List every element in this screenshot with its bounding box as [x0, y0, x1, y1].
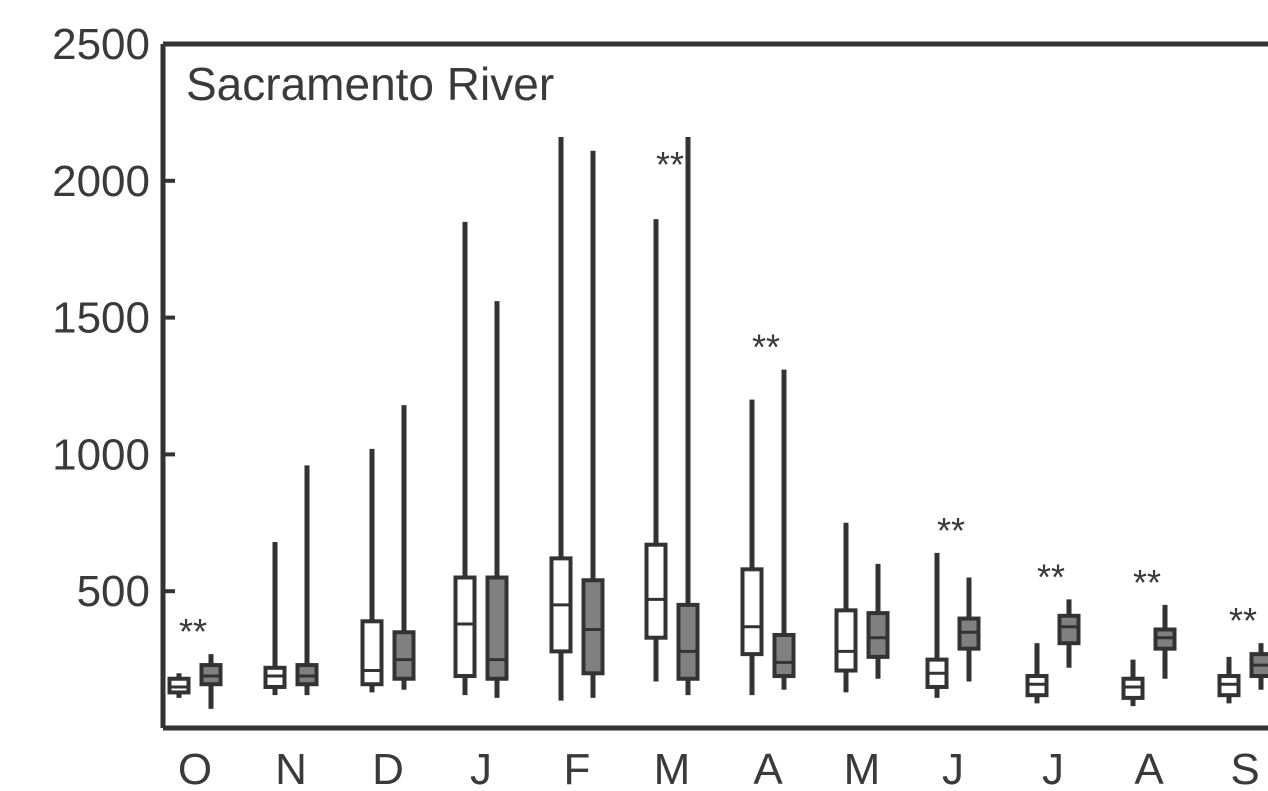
significance-marker: **: [1229, 600, 1257, 641]
box-J-2: [1057, 599, 1081, 668]
y-tick-label: 1500: [52, 294, 150, 343]
box-D-2: [392, 405, 416, 690]
box-body: [866, 611, 890, 659]
x-tick-label: D: [372, 745, 404, 791]
box-J-2: [485, 301, 509, 698]
box-F-2: [581, 150, 605, 698]
box-N-2: [295, 465, 319, 696]
significance-marker: **: [937, 510, 965, 551]
box-S-2: [1249, 643, 1268, 690]
x-tick-label: F: [564, 745, 591, 791]
x-tick-label: A: [753, 745, 783, 791]
box-A-2: [772, 369, 796, 690]
significance-marker: **: [179, 611, 207, 652]
x-tick-label: A: [1134, 745, 1164, 791]
y-tick-label: 2500: [52, 20, 150, 69]
box-D-1: [360, 448, 384, 693]
box-body: [740, 567, 764, 657]
significance-marker: **: [656, 144, 684, 185]
x-tick-label: S: [1230, 745, 1259, 791]
box-M-2: [676, 137, 700, 696]
significance-markers: ** ** ** ** ** ** **: [179, 144, 1257, 652]
x-tick-label: J: [470, 745, 492, 791]
box-J-1: [1025, 643, 1049, 704]
chart-title: Sacramento River: [186, 58, 554, 110]
y-tick-label: 2000: [52, 157, 150, 206]
box-body: [834, 608, 858, 673]
box-M-2: [866, 563, 890, 679]
x-tick-label: J: [1042, 745, 1064, 791]
box-O-1: [167, 673, 191, 698]
significance-marker: **: [1037, 556, 1065, 597]
box-body: [772, 632, 796, 679]
x-tick-label: J: [942, 745, 964, 791]
box-A-2: [1153, 604, 1177, 679]
box-body: [1057, 613, 1081, 646]
box-N-1: [263, 541, 287, 696]
box-body: [676, 602, 700, 681]
box-J-2: [957, 577, 981, 682]
x-tick-label: M: [844, 745, 881, 791]
box-O-2: [199, 654, 223, 709]
box-body: [392, 630, 416, 681]
box-body: [485, 575, 509, 681]
significance-marker: **: [1133, 562, 1161, 603]
box-body: [581, 578, 605, 676]
y-tick-label: 500: [77, 567, 150, 616]
box-J-1: [925, 552, 949, 698]
box-body: [453, 575, 477, 679]
box-J-1: [453, 221, 477, 696]
significance-marker: **: [752, 327, 780, 368]
box-M-1: [644, 219, 668, 682]
box-series: [167, 137, 1268, 709]
x-tick-label: M: [654, 745, 691, 791]
box-S-1: [1217, 656, 1241, 704]
box-F-1: [549, 137, 573, 701]
y-axis-ticks: 500 1000 1500 2000 2500: [52, 20, 175, 616]
x-tick-label: N: [275, 745, 307, 791]
box-body: [644, 542, 668, 640]
box-A-1: [1121, 659, 1145, 707]
box-body: [360, 619, 384, 687]
y-tick-label: 1000: [52, 430, 150, 479]
box-M-1: [834, 522, 858, 693]
box-A-1: [740, 399, 764, 696]
x-tick-label: O: [178, 745, 212, 791]
